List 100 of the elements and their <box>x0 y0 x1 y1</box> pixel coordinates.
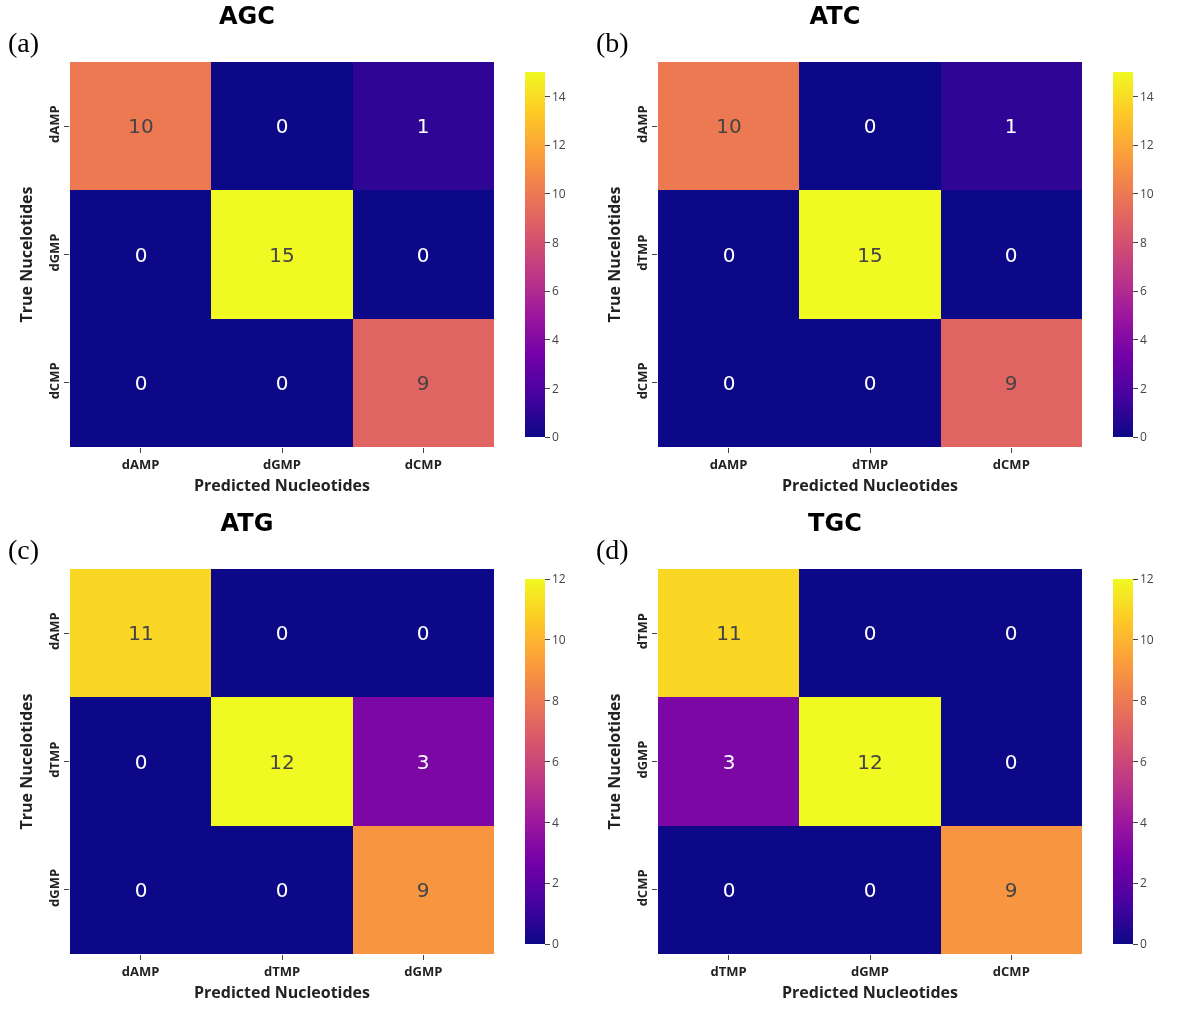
data-label: 1 <box>416 114 430 138</box>
y-tick-label: dAMP <box>632 105 651 144</box>
color-bar-label: 12 <box>1139 570 1154 588</box>
x-tick-label: dTMP <box>710 961 747 980</box>
data-label: 0 <box>134 371 148 395</box>
data-label: 0 <box>275 878 289 902</box>
data-label: 0 <box>275 114 289 138</box>
data-label: 0 <box>134 750 148 774</box>
color-bar-label: 8 <box>551 691 559 709</box>
x-tick-label: dCMP <box>404 454 442 473</box>
data-label: 11 <box>128 621 154 645</box>
data-label: 0 <box>1004 243 1018 267</box>
data-label: 1 <box>1004 114 1018 138</box>
y-axis-title: True Nucelotides <box>602 186 625 323</box>
data-label: 9 <box>1004 878 1018 902</box>
color-bar-label: 10 <box>1139 631 1154 649</box>
data-label: 12 <box>857 750 883 774</box>
data-label: 9 <box>1004 371 1018 395</box>
data-label: 0 <box>863 878 877 902</box>
x-tick-label: dGMP <box>404 961 443 980</box>
chart-title: ATG <box>220 509 274 538</box>
chart-title: TGC <box>808 509 862 538</box>
x-tick-label: dCMP <box>992 454 1030 473</box>
y-tick-label: dCMP <box>632 869 651 907</box>
color-bar-label: 6 <box>1139 282 1147 300</box>
x-axis-title: Predicted Nucleotides <box>781 981 959 1004</box>
color-bar-label: 6 <box>1139 752 1147 770</box>
data-label: 0 <box>134 243 148 267</box>
y-tick-label: dAMP <box>44 105 63 144</box>
x-tick-label: dAMP <box>121 961 160 980</box>
x-tick-label: dGMP <box>262 454 302 473</box>
y-tick-label: dTMP <box>632 234 651 271</box>
color-bar-label: 10 <box>551 184 566 202</box>
y-tick-label: dGMP <box>44 868 63 907</box>
y-tick-label: dCMP <box>44 362 63 400</box>
text: (c) <box>8 534 40 565</box>
color-bar-label: 4 <box>1139 813 1147 831</box>
color-bar-label: 0 <box>1139 935 1147 953</box>
data-label: 0 <box>863 114 877 138</box>
y-tick-label: dAMP <box>44 612 63 651</box>
color-bar-label: 6 <box>551 282 559 300</box>
text: (a) <box>8 27 40 58</box>
color-bar-label: 4 <box>551 813 559 831</box>
x-axis-title: Predicted Nucleotides <box>193 981 371 1004</box>
x-tick-label: dGMP <box>850 961 890 980</box>
x-axis-title: Predicted Nucleotides <box>193 474 371 497</box>
data-label: 0 <box>722 243 736 267</box>
data-label: 0 <box>275 621 289 645</box>
data-label: 15 <box>269 243 295 267</box>
color-bar-label: 12 <box>551 570 566 588</box>
color-bar-label: 14 <box>551 87 566 105</box>
color-bar-label: 6 <box>551 752 559 770</box>
color-bar-label: 14 <box>1139 87 1154 105</box>
data-label: 15 <box>857 243 883 267</box>
text: (d) <box>596 534 629 565</box>
color-bar-label: 10 <box>551 631 566 649</box>
color-bar-label: 2 <box>1139 379 1147 397</box>
y-tick-label: dTMP <box>632 613 651 650</box>
color-bar-label: 0 <box>1139 428 1147 446</box>
data-label: 0 <box>863 371 877 395</box>
color-bar-label: 10 <box>1139 184 1154 202</box>
data-label: 3 <box>416 750 430 774</box>
text: (b) <box>596 27 629 58</box>
chart-title: AGC <box>219 2 275 31</box>
data-label: 0 <box>416 243 430 267</box>
y-axis-title: True Nucelotides <box>602 693 625 830</box>
data-label: 9 <box>416 371 430 395</box>
color-bar-label: 2 <box>1139 874 1147 892</box>
color-bar-label: 8 <box>1139 691 1147 709</box>
y-axis-title: True Nucelotides <box>14 693 37 830</box>
data-label: 12 <box>269 750 295 774</box>
y-tick-label: dGMP <box>632 740 651 779</box>
x-tick-label: dTMP <box>263 961 301 980</box>
data-label: 0 <box>1004 621 1018 645</box>
y-axis-title: True Nucelotides <box>14 186 37 323</box>
color-bar-label: 2 <box>551 379 559 397</box>
data-label: 0 <box>1004 750 1018 774</box>
color-bar-label: 8 <box>1139 233 1147 251</box>
data-label: 10 <box>128 114 154 138</box>
chart-title: ATC <box>809 2 861 31</box>
data-label: 0 <box>275 371 289 395</box>
data-label: 3 <box>722 750 736 774</box>
data-label: 11 <box>716 621 742 645</box>
color-bar-label: 0 <box>551 935 559 953</box>
x-tick-label: dAMP <box>709 454 748 473</box>
data-label: 0 <box>722 371 736 395</box>
data-label: 0 <box>134 878 148 902</box>
color-bar-label: 12 <box>551 136 566 154</box>
data-label: 0 <box>863 621 877 645</box>
data-label: 0 <box>416 621 430 645</box>
color-bar-label: 4 <box>551 330 559 348</box>
x-axis-title: Predicted Nucleotides <box>781 474 959 497</box>
y-tick-label: dCMP <box>632 362 651 400</box>
x-tick-label: dCMP <box>992 961 1030 980</box>
y-tick-label: dGMP <box>44 233 63 272</box>
color-bar-label: 2 <box>551 874 559 892</box>
color-bar-label: 12 <box>1139 136 1154 154</box>
x-tick-label: dTMP <box>851 454 889 473</box>
data-label: 9 <box>416 878 430 902</box>
color-bar-label: 8 <box>551 233 559 251</box>
